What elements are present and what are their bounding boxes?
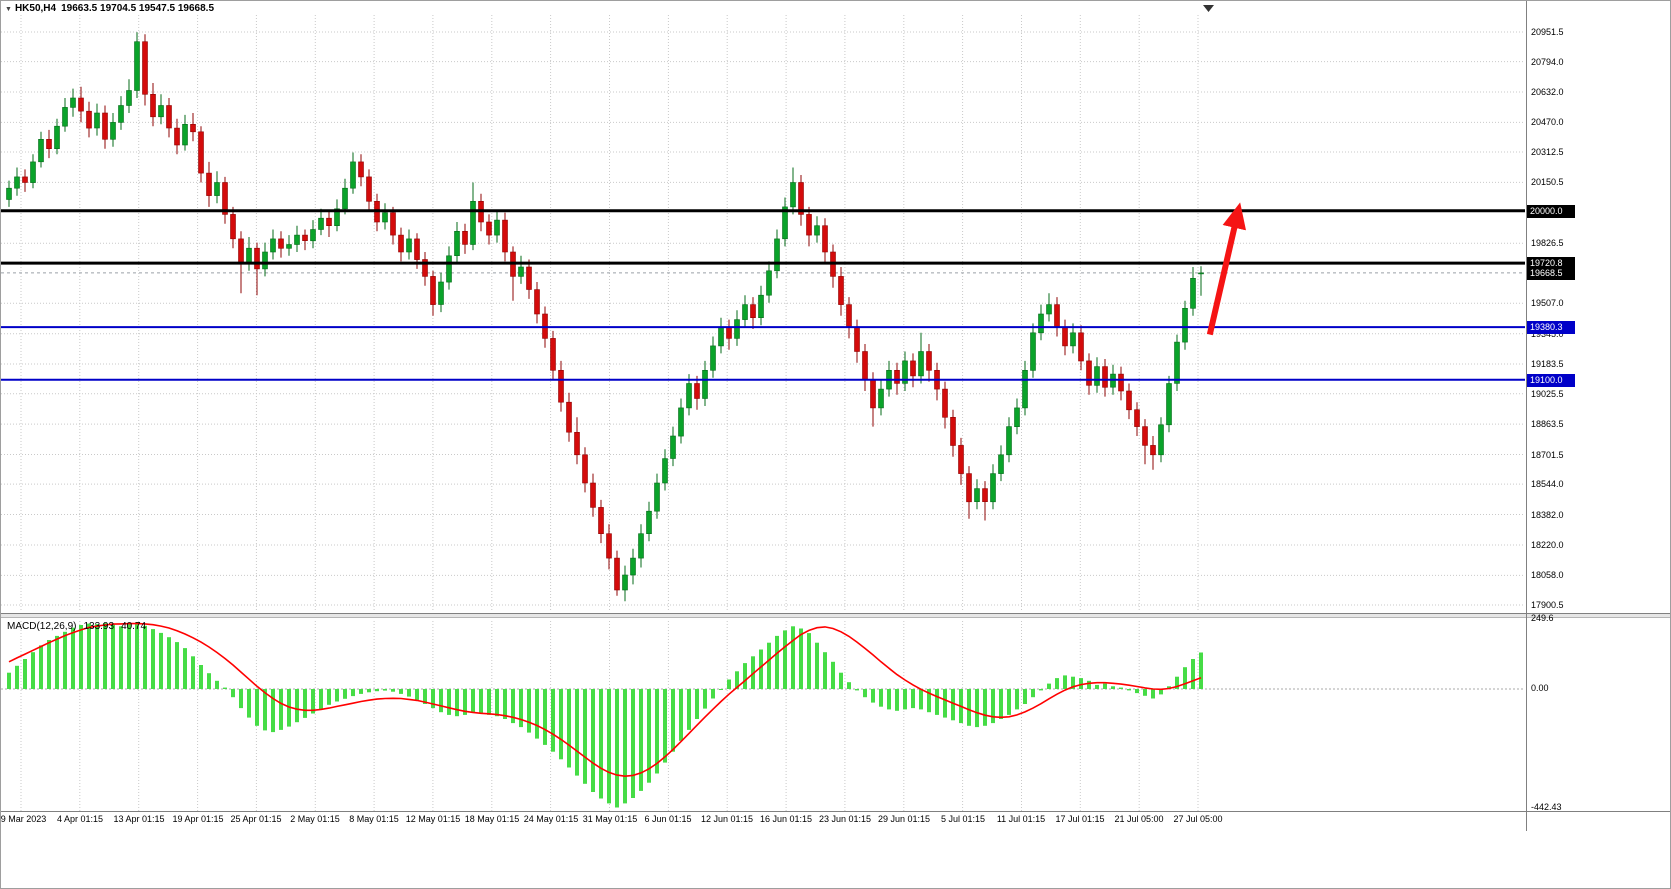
time-axis-label: 23 Jun 01:15 bbox=[818, 814, 872, 824]
time-axis-label: 29 Jun 01:15 bbox=[877, 814, 931, 824]
time-axis-label: 11 Jul 01:15 bbox=[996, 814, 1046, 824]
time-axis-label: 25 Apr 01:15 bbox=[230, 814, 282, 824]
price-tick-label: 20470.0 bbox=[1531, 117, 1564, 127]
price-tick-label: 19507.0 bbox=[1531, 298, 1564, 308]
time-axis-label: 29 Mar 2023 bbox=[0, 814, 47, 824]
time-axis-label: 12 May 01:15 bbox=[405, 814, 461, 824]
time-axis-label: 24 May 01:15 bbox=[523, 814, 579, 824]
macd-scale-max: 249.6 bbox=[1531, 613, 1554, 623]
time-axis-label: 18 May 01:15 bbox=[464, 814, 520, 824]
time-axis-label: 6 Jun 01:15 bbox=[644, 814, 692, 824]
price-tick-label: 18058.0 bbox=[1531, 570, 1564, 580]
macd-main-value: 133.93 bbox=[83, 621, 115, 632]
price-tick-label: 19183.5 bbox=[1531, 359, 1564, 369]
price-tag: 19380.3 bbox=[1527, 321, 1575, 334]
macd-histogram bbox=[7, 622, 1203, 808]
time-axis-label: 8 May 01:15 bbox=[349, 814, 399, 824]
time-axis-label: 13 Apr 01:15 bbox=[113, 814, 165, 824]
price-tag: 19668.5 bbox=[1527, 267, 1575, 280]
macd-scale-min: -442.43 bbox=[1531, 802, 1562, 812]
macd-signal-value: 40.74 bbox=[121, 621, 147, 632]
price-tick-label: 18863.5 bbox=[1531, 419, 1564, 429]
price-tick-label: 20951.5 bbox=[1531, 27, 1564, 37]
macd-signal-line bbox=[8, 622, 1202, 778]
price-tick-label: 20794.0 bbox=[1531, 57, 1564, 67]
price-tag: 19100.0 bbox=[1527, 374, 1575, 387]
trend-arrow[interactable] bbox=[1206, 202, 1247, 336]
panel-separators bbox=[1, 1, 1670, 831]
time-axis-label: 19 Apr 01:15 bbox=[172, 814, 224, 824]
time-axis-label: 31 May 01:15 bbox=[582, 814, 638, 824]
price-tick-label: 17900.5 bbox=[1531, 600, 1564, 610]
macd-name: MACD(12,26,9) bbox=[7, 621, 77, 632]
grid-lines bbox=[1, 15, 1525, 811]
price-tick-label: 18382.0 bbox=[1531, 510, 1564, 520]
title-dropdown-icon[interactable]: ▼ bbox=[5, 6, 12, 13]
price-tag: 19720.8 bbox=[1527, 257, 1575, 270]
candlestick-series bbox=[6, 32, 1204, 602]
time-axis-label: 16 Jun 01:15 bbox=[759, 814, 813, 824]
time-axis-label: 27 Jul 05:00 bbox=[1173, 814, 1223, 824]
level-lines[interactable] bbox=[1, 209, 1525, 381]
time-axis-label: 5 Jul 01:15 bbox=[940, 814, 986, 824]
price-tick-label: 20150.5 bbox=[1531, 177, 1564, 187]
time-axis-label: 17 Jul 01:15 bbox=[1055, 814, 1105, 824]
time-axis-label: 4 Apr 01:15 bbox=[56, 814, 104, 824]
price-tick-label: 18701.5 bbox=[1531, 450, 1564, 460]
chart-ohlc-values: 19663.5 19704.5 19547.5 19668.5 bbox=[61, 3, 215, 14]
time-axis-label: 12 Jun 01:15 bbox=[700, 814, 754, 824]
price-tick-label: 18220.0 bbox=[1531, 540, 1564, 550]
price-tick-label: 18544.0 bbox=[1531, 479, 1564, 489]
price-tag: 20000.0 bbox=[1527, 205, 1575, 218]
macd-indicator-label: MACD(12,26,9) 133.93 40.74 bbox=[7, 621, 153, 632]
time-axis-label: 21 Jul 05:00 bbox=[1114, 814, 1164, 824]
chart-shift-marker bbox=[1203, 5, 1214, 12]
price-tick-label: 20632.0 bbox=[1531, 87, 1564, 97]
macd-scale-zero: 0.00 bbox=[1531, 683, 1549, 693]
time-axis-label: 2 May 01:15 bbox=[290, 814, 340, 824]
price-tick-label: 19826.5 bbox=[1531, 238, 1564, 248]
price-tick-label: 20312.5 bbox=[1531, 147, 1564, 157]
price-tick-label: 19025.5 bbox=[1531, 389, 1564, 399]
chart-symbol-timeframe: HK50,H4 bbox=[14, 3, 57, 14]
price-tick-label: 19345.0 bbox=[1531, 329, 1564, 339]
chart-title: ▼ HK50,H4 19663.5 19704.5 19547.5 19668.5 bbox=[5, 3, 219, 14]
